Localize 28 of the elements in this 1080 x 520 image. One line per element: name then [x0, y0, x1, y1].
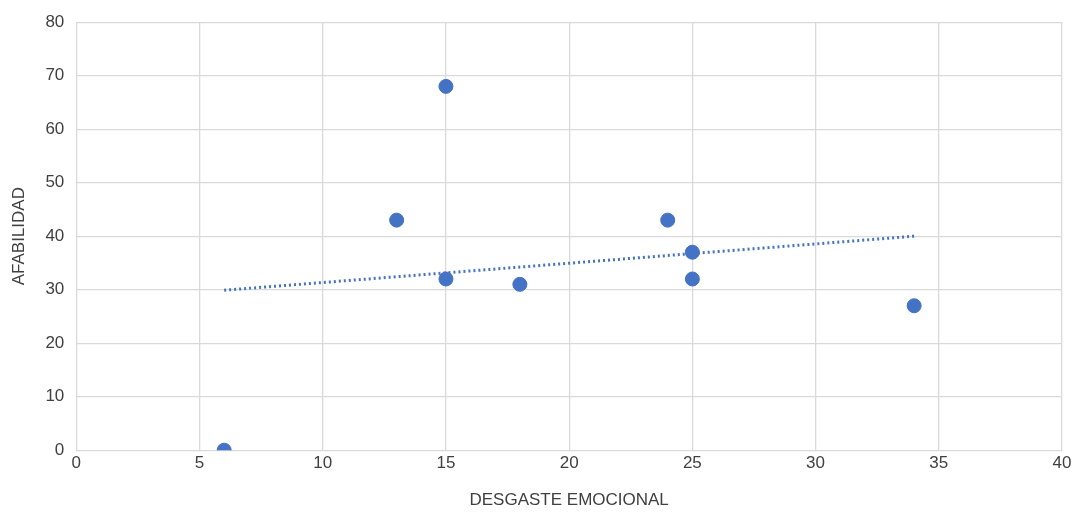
- point: [438, 271, 454, 287]
- x-tick-label: 15: [436, 453, 456, 473]
- y-tick-label: 60: [45, 118, 65, 138]
- y-tick-label: 20: [45, 332, 65, 352]
- x-tick-label: 30: [806, 453, 826, 473]
- x-tick-label: 0: [71, 453, 82, 473]
- x-tick-label: 40: [1052, 453, 1072, 473]
- x-tick-label: 35: [929, 453, 949, 473]
- y-tick-label: 40: [45, 225, 65, 245]
- x-tick-label: 10: [313, 453, 333, 473]
- point: [684, 271, 700, 287]
- point: [660, 212, 676, 228]
- point: [438, 78, 454, 94]
- x-axis-title: DESGASTE EMOCIONAL: [469, 490, 669, 510]
- x-tick-label: 20: [559, 453, 579, 473]
- y-tick-label: 80: [45, 11, 65, 31]
- y-tick-label: 30: [45, 279, 65, 299]
- point: [389, 212, 405, 228]
- x-tick-label: 5: [194, 453, 205, 473]
- point: [684, 244, 700, 260]
- y-axis-title: AFABILIDAD: [8, 187, 28, 286]
- x-tick-label: 25: [682, 453, 702, 473]
- point: [512, 276, 528, 292]
- y-tick-label: 10: [45, 386, 65, 406]
- y-tick-label: 50: [45, 172, 65, 192]
- y-tick-label: 0: [54, 439, 65, 459]
- point: [906, 298, 922, 314]
- y-tick-label: 70: [45, 65, 65, 85]
